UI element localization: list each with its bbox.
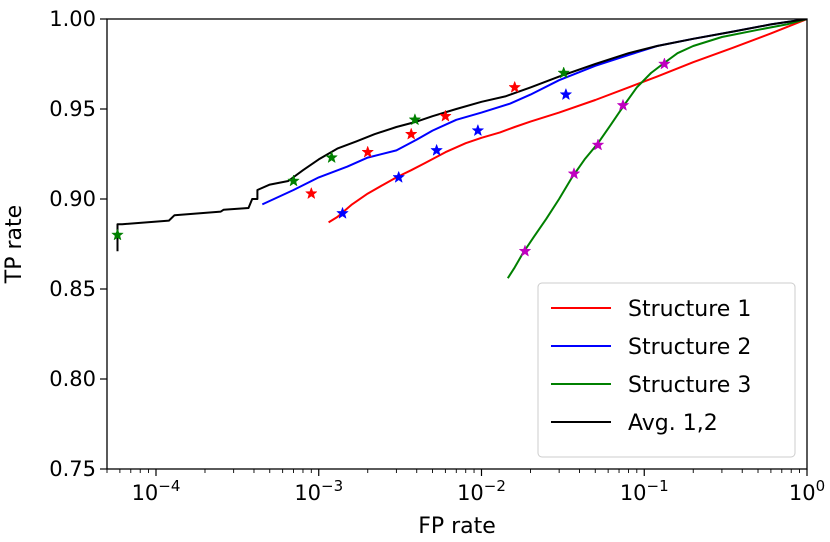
star-marker-avg-1-2	[408, 113, 422, 126]
legend-label-structure-3: Structure 3	[628, 373, 751, 398]
y-tick-label: 0.95	[49, 97, 96, 121]
legend-box	[537, 282, 796, 458]
x-tick-label: 10−1	[620, 477, 669, 505]
star-marker-structure-3	[591, 138, 605, 151]
star-marker-structure-2	[559, 87, 573, 101]
legend-label-structure-2: Structure 2	[628, 335, 751, 360]
marker-layer	[111, 57, 671, 257]
x-axis: 10−4 10−3 10−2 10−1 100	[106, 469, 825, 505]
star-marker-structure-2	[392, 170, 406, 183]
star-marker-structure-3	[616, 98, 630, 111]
series-line-avg-1-2	[116, 19, 807, 252]
legend-label-structure-1: Structure 1	[628, 297, 751, 322]
legend: Structure 1 Structure 2 Structure 3 Avg. 1,…	[537, 282, 796, 458]
series-line-structure-1	[328, 19, 807, 224]
star-marker-structure-3	[658, 57, 671, 70]
star-marker-structure-1	[304, 186, 318, 200]
star-marker-structure-3	[518, 244, 532, 257]
y-axis: 0.75 0.80 0.85 0.90 0.95 1.00	[49, 7, 107, 481]
star-marker-avg-1-2	[325, 150, 338, 164]
series-line-structure-3	[506, 19, 807, 279]
star-marker-structure-1	[404, 127, 418, 140]
star-marker-avg-1-2	[557, 66, 571, 79]
y-tick-label: 0.90	[49, 187, 96, 211]
x-axis-label: FP rate	[418, 514, 496, 539]
plot-frame	[106, 18, 808, 470]
x-tick-label: 10−4	[132, 477, 181, 505]
legend-label-avg-1-2: Avg. 1,2	[628, 411, 718, 436]
star-marker-structure-1	[439, 109, 452, 122]
star-marker-structure-1	[508, 80, 522, 93]
y-tick-label: 0.80	[49, 367, 96, 391]
y-tick-label: 0.75	[49, 457, 96, 481]
star-marker-avg-1-2	[111, 228, 124, 241]
y-tick-label: 1.00	[49, 7, 96, 31]
series-layer	[116, 19, 807, 279]
x-tick-label: 10−2	[457, 477, 506, 505]
y-tick-label: 0.85	[49, 277, 96, 301]
star-marker-structure-2	[471, 123, 485, 137]
star-marker-structure-2	[336, 206, 349, 219]
y-axis-label: TP rate	[2, 205, 27, 284]
x-tick-label: 100	[789, 477, 825, 505]
star-marker-structure-3	[567, 167, 581, 180]
star-marker-structure-2	[430, 143, 443, 156]
x-tick-label: 10−3	[294, 477, 343, 505]
star-marker-structure-1	[361, 145, 375, 158]
star-marker-avg-1-2	[287, 174, 300, 187]
